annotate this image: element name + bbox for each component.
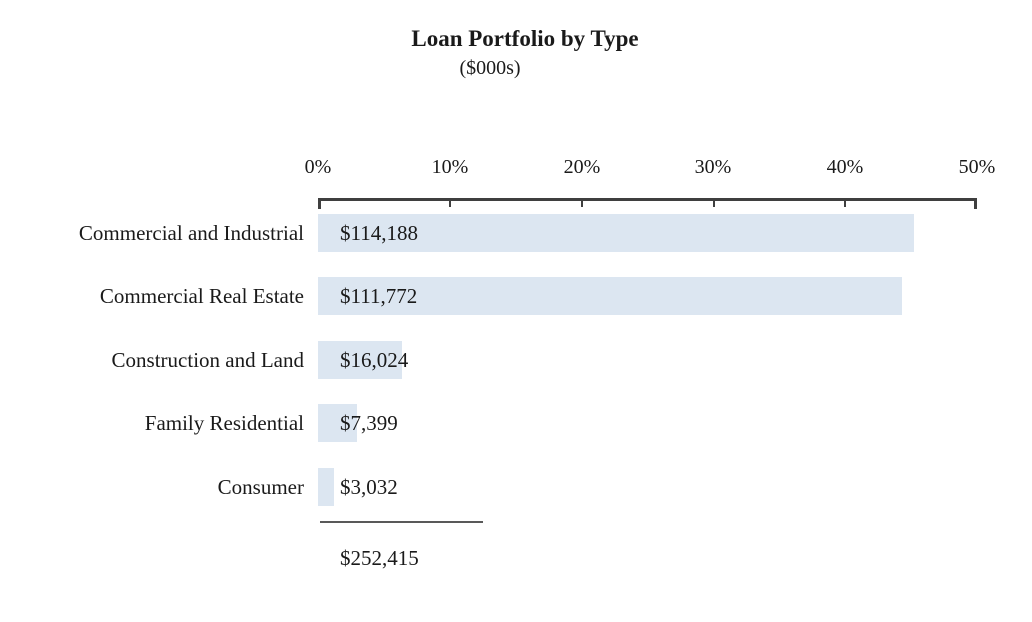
axis-tick-label-30: 30% xyxy=(694,156,732,178)
chart-row-commercial-real-estate: Commercial Real Estate $111,772 xyxy=(0,276,1032,316)
category-label: Family Residential xyxy=(144,411,304,435)
axis-tick-mark-10 xyxy=(449,198,451,207)
axis-tick-label-0: 0% xyxy=(304,156,332,178)
category-label: Commercial and Industrial xyxy=(78,221,304,245)
bar-commercial-real-estate xyxy=(318,277,902,315)
axis-end-cap-left xyxy=(318,198,321,209)
axis-tick-label-50: 50% xyxy=(958,156,996,178)
total-value: $252,415 xyxy=(340,546,419,570)
axis-tick-label-10: 10% xyxy=(431,156,469,178)
chart-row-family-residential: Family Residential $7,399 xyxy=(0,403,1032,443)
value-label: $3,032 xyxy=(340,475,398,499)
bar-consumer xyxy=(318,468,334,506)
axis-tick-mark-30 xyxy=(713,198,715,207)
chart-subtitle: ($000s) xyxy=(459,57,521,79)
axis-tick-mark-40 xyxy=(844,198,846,207)
chart-title: Loan Portfolio by Type xyxy=(411,26,639,51)
value-label: $16,024 xyxy=(340,348,409,372)
bar-commercial-and-industrial xyxy=(318,214,915,252)
value-label: $114,188 xyxy=(340,221,418,245)
bar-construction-and-land xyxy=(318,341,402,379)
axis-tick-label-20: 20% xyxy=(563,156,601,178)
value-label: $111,772 xyxy=(340,284,418,308)
axis-tick-label-40: 40% xyxy=(826,156,864,178)
category-label: Commercial Real Estate xyxy=(99,284,304,308)
x-axis-line xyxy=(318,198,977,201)
axis-end-cap-right xyxy=(974,198,977,209)
value-label: $7,399 xyxy=(340,411,398,435)
chart-row-commercial-and-industrial: Commercial and Industrial $114,188 xyxy=(0,213,1032,253)
category-label: Construction and Land xyxy=(111,348,304,372)
total-underline xyxy=(320,521,483,523)
bar-family-residential xyxy=(318,404,357,442)
chart-row-construction-and-land: Construction and Land $16,024 xyxy=(0,340,1032,380)
axis-tick-mark-20 xyxy=(581,198,583,207)
category-label: Consumer xyxy=(217,475,304,499)
chart-row-consumer: Consumer $3,032 xyxy=(0,467,1032,507)
